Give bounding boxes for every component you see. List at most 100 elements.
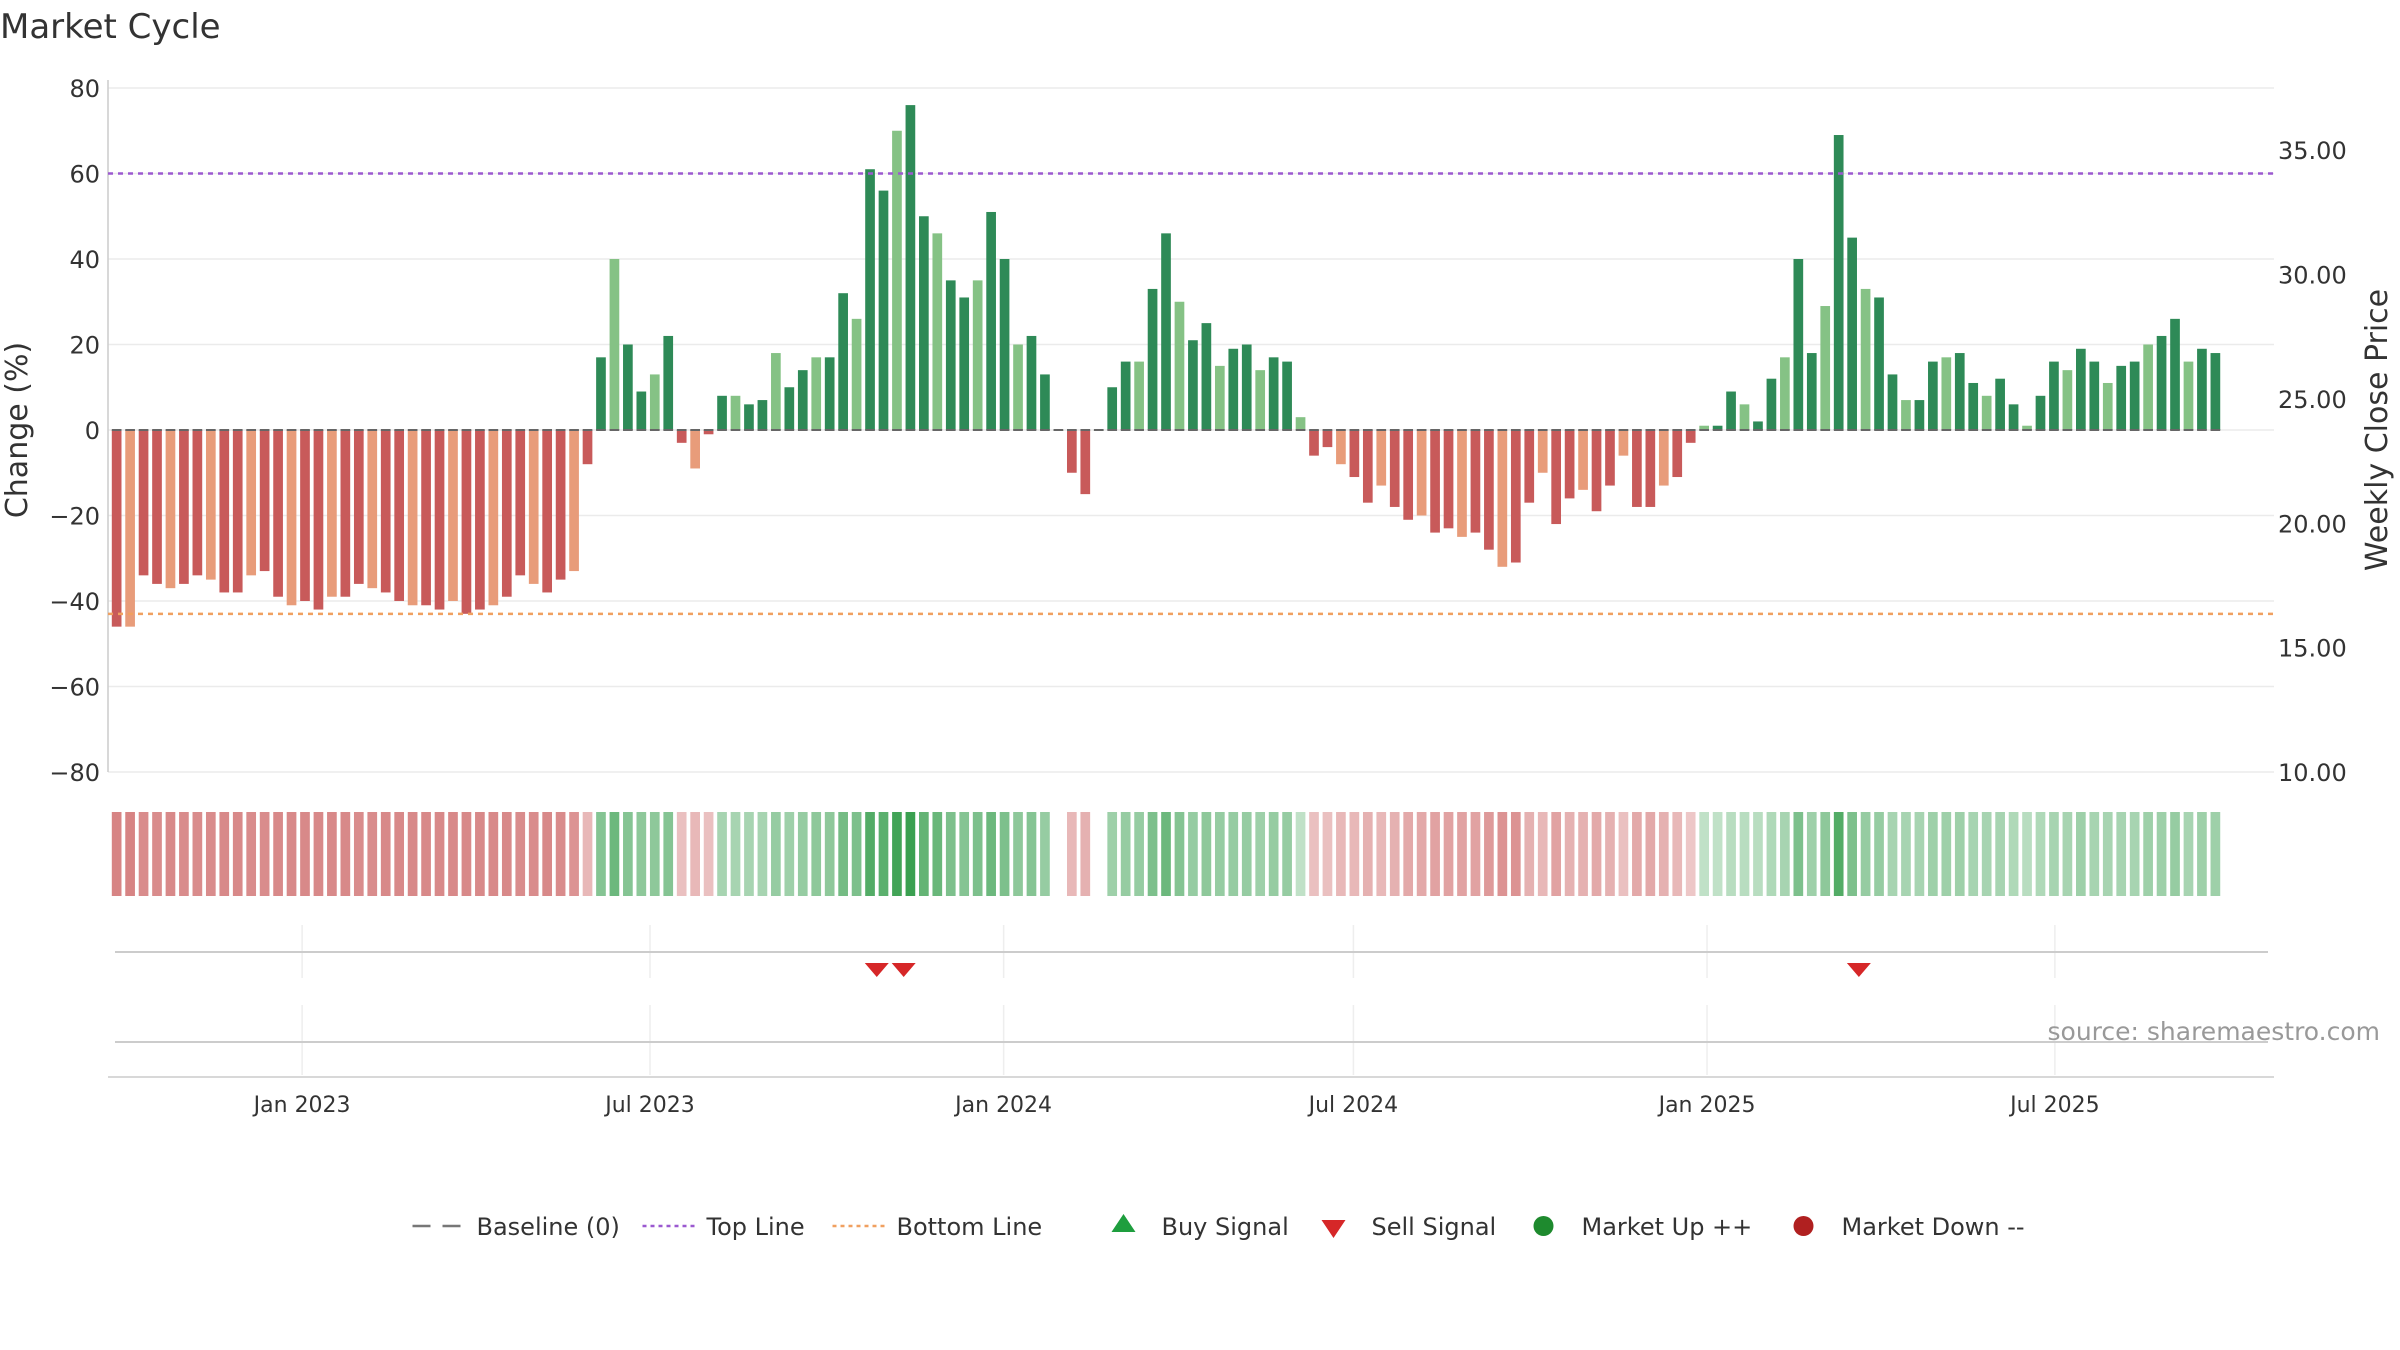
y2-tick-label: 15.00 bbox=[2278, 635, 2347, 663]
band-cell bbox=[2210, 812, 2221, 896]
bar bbox=[1968, 382, 1979, 430]
bar bbox=[165, 430, 176, 589]
bar bbox=[1806, 353, 1817, 430]
bar bbox=[2197, 348, 2207, 430]
bar bbox=[1228, 348, 1239, 430]
bar bbox=[1605, 430, 1615, 486]
band-cell bbox=[1309, 812, 1319, 896]
band-cell bbox=[232, 812, 243, 896]
bar bbox=[1860, 288, 1871, 430]
bar bbox=[205, 430, 216, 580]
bar bbox=[703, 430, 714, 435]
band-cell bbox=[219, 812, 230, 896]
band-cell bbox=[1887, 812, 1898, 896]
bar bbox=[582, 430, 593, 465]
band-cell bbox=[717, 812, 727, 896]
bar bbox=[1618, 430, 1629, 456]
bar bbox=[932, 233, 943, 430]
bar bbox=[286, 430, 297, 606]
band-cell bbox=[1295, 812, 1306, 896]
bar bbox=[1470, 430, 1481, 533]
bar bbox=[623, 344, 633, 430]
bar bbox=[394, 430, 405, 601]
band-cell bbox=[179, 812, 189, 896]
band-cell bbox=[1161, 812, 1171, 896]
band-cell bbox=[1416, 812, 1427, 896]
band-cell bbox=[1241, 812, 1252, 896]
bar bbox=[596, 357, 606, 430]
band-cell bbox=[152, 812, 162, 896]
bar bbox=[1497, 430, 1508, 567]
bar bbox=[1820, 306, 1831, 430]
y-tick-label: −20 bbox=[49, 503, 100, 531]
bar bbox=[2183, 361, 2194, 430]
legend-item: Baseline (0) bbox=[412, 1213, 620, 1241]
band-cell bbox=[2197, 812, 2207, 896]
y-tick-label: 20 bbox=[69, 332, 100, 360]
bar bbox=[1362, 430, 1373, 503]
legend-label: Top Line bbox=[706, 1213, 805, 1241]
band-cell bbox=[811, 812, 822, 896]
band-cell bbox=[2183, 812, 2194, 896]
y2-tick-label: 35.00 bbox=[2278, 137, 2347, 165]
band-cell bbox=[1201, 812, 1212, 896]
band-cell bbox=[797, 812, 808, 896]
band-cell bbox=[1672, 812, 1683, 896]
bar bbox=[232, 430, 243, 593]
band-cell bbox=[205, 812, 216, 896]
bar bbox=[771, 353, 781, 430]
band-cell bbox=[259, 812, 270, 896]
bar bbox=[219, 430, 230, 593]
bar bbox=[421, 430, 431, 606]
band-cell bbox=[300, 812, 310, 896]
bar bbox=[1389, 430, 1400, 507]
bar bbox=[1726, 391, 1736, 430]
bar bbox=[797, 370, 808, 430]
band-cell bbox=[636, 812, 647, 896]
bar bbox=[367, 430, 378, 589]
bar bbox=[2156, 335, 2167, 430]
source-credit: source: sharemaestro.com bbox=[2048, 1017, 2381, 1046]
bar bbox=[1537, 430, 1548, 473]
bar bbox=[1793, 259, 1804, 430]
bar bbox=[2170, 318, 2180, 430]
bar bbox=[313, 430, 324, 610]
x-tick-label: Jul 2023 bbox=[603, 1093, 695, 1118]
band-cell bbox=[340, 812, 351, 896]
bar bbox=[1134, 361, 1144, 430]
legend-item: Sell Signal bbox=[1321, 1213, 1496, 1241]
bar bbox=[892, 130, 902, 430]
band-cell bbox=[1726, 812, 1736, 896]
band-cell bbox=[501, 812, 512, 896]
band-cell bbox=[1080, 812, 1091, 896]
bar bbox=[569, 430, 579, 572]
band-cell bbox=[2102, 812, 2113, 896]
bar bbox=[1551, 430, 1562, 525]
bar bbox=[1901, 400, 1911, 430]
bar bbox=[824, 357, 835, 430]
bar bbox=[380, 430, 391, 593]
bar bbox=[2116, 365, 2127, 430]
band-cell bbox=[919, 812, 929, 896]
bar bbox=[1309, 430, 1319, 456]
band-cell bbox=[2156, 812, 2167, 896]
band-cell bbox=[1066, 812, 1077, 896]
bar bbox=[1712, 425, 1723, 430]
band-cell bbox=[1941, 812, 1952, 896]
y-tick-label: −60 bbox=[49, 674, 100, 702]
x-tick-label: Jul 2024 bbox=[1307, 1093, 1399, 1118]
bar bbox=[1874, 297, 1884, 430]
band-cell bbox=[663, 812, 674, 896]
bar bbox=[865, 169, 875, 430]
bar bbox=[1174, 301, 1185, 430]
band-cell bbox=[1699, 812, 1709, 896]
bar bbox=[1928, 361, 1938, 430]
bar bbox=[999, 259, 1010, 430]
band-cell bbox=[1026, 812, 1037, 896]
bar bbox=[1080, 430, 1091, 495]
band-cell bbox=[838, 812, 848, 896]
band-cell bbox=[542, 812, 553, 896]
band-cell bbox=[1685, 812, 1696, 896]
band-cell bbox=[1914, 812, 1925, 896]
bar bbox=[2129, 361, 2140, 430]
